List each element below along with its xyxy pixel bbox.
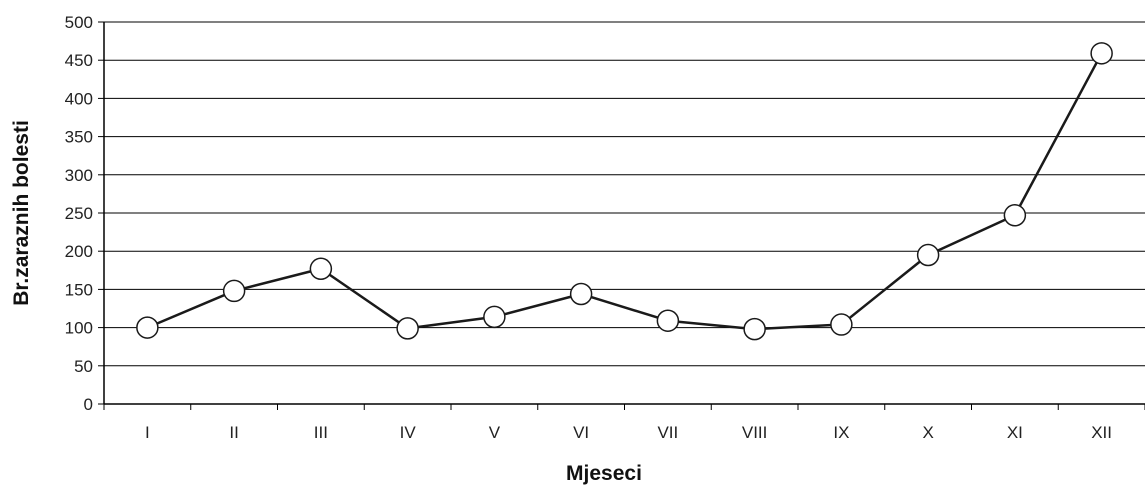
data-point xyxy=(830,313,853,336)
data-point xyxy=(916,243,940,267)
y-axis-title: Br.zaraznih bolesti xyxy=(10,120,33,306)
gridlines xyxy=(104,21,1145,367)
data-point xyxy=(483,305,506,329)
data-point xyxy=(396,317,419,340)
x-tick-label: I xyxy=(145,423,150,442)
y-tick-label: 350 xyxy=(65,128,93,147)
series-line xyxy=(146,52,1103,331)
axes xyxy=(103,22,1145,405)
y-tick-label: 300 xyxy=(65,166,93,185)
x-axis-ticks: I II III IV V VI VII VIII IX X XI XII xyxy=(103,404,1145,442)
y-tick-label: 200 xyxy=(65,242,93,261)
x-tick-label: XII xyxy=(1091,423,1112,442)
x-tick-label: III xyxy=(314,423,328,442)
data-point xyxy=(743,317,766,341)
data-series xyxy=(136,42,1113,341)
x-tick-label: X xyxy=(922,423,933,442)
x-tick-label: VIII xyxy=(742,423,768,442)
x-tick-label: V xyxy=(489,423,501,442)
y-tick-label: 0 xyxy=(84,395,93,414)
y-tick-label: 100 xyxy=(65,319,93,338)
x-tick-label: IV xyxy=(400,423,417,442)
data-point xyxy=(136,316,159,339)
data-point xyxy=(222,279,246,303)
x-tick-label: XI xyxy=(1007,423,1023,442)
x-tick-label: VII xyxy=(657,423,678,442)
y-tick-label: 450 xyxy=(65,51,93,70)
data-point xyxy=(1003,204,1027,227)
x-tick-label: II xyxy=(229,423,238,442)
data-point xyxy=(1090,42,1113,65)
data-point xyxy=(656,309,680,332)
y-tick-label: 250 xyxy=(65,204,93,223)
y-tick-label: 150 xyxy=(65,280,93,299)
y-tick-label: 50 xyxy=(74,357,93,376)
y-axis-ticks: 0 50 100 150 200 250 300 350 400 450 500 xyxy=(65,13,104,414)
x-tick-label: VI xyxy=(573,423,589,442)
x-axis-title: Mjeseci xyxy=(566,462,642,485)
y-tick-label: 400 xyxy=(65,89,93,108)
x-tick-label: IX xyxy=(833,423,849,442)
data-point xyxy=(569,282,593,306)
y-tick-label: 500 xyxy=(65,13,93,32)
data-point xyxy=(309,257,333,281)
